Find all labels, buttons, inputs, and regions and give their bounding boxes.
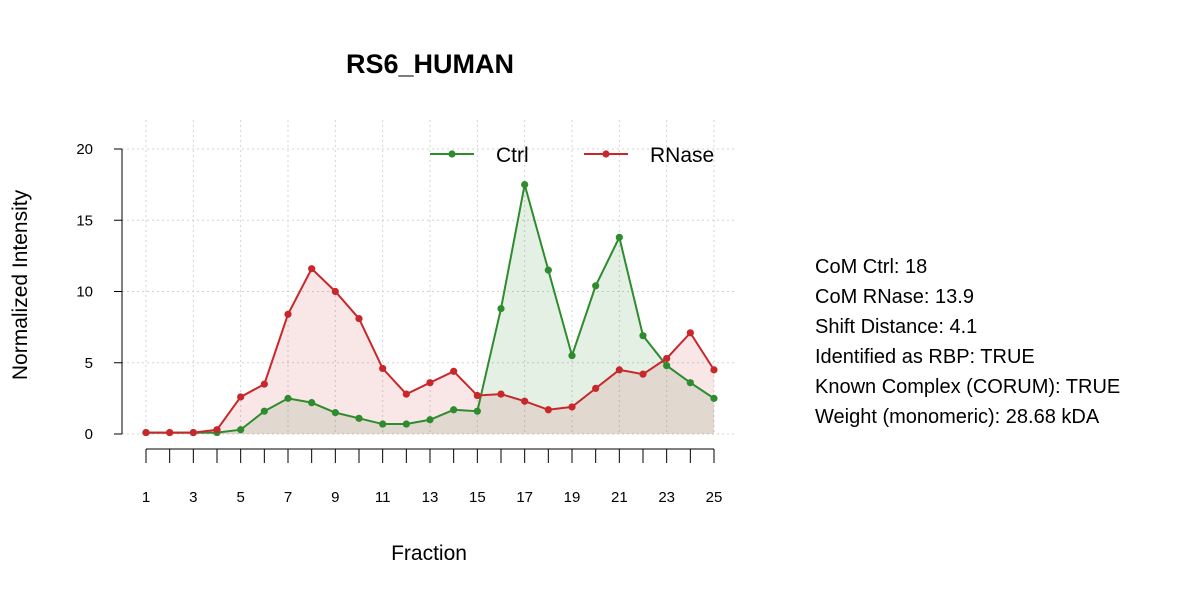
data-point-rnase (615, 366, 623, 374)
data-point-ctrl (308, 399, 316, 407)
data-point-ctrl (568, 352, 576, 360)
data-point-ctrl (260, 407, 268, 415)
y-tick-label: 5 (85, 355, 93, 372)
y-tick-label: 20 (76, 141, 93, 158)
x-tick-label: 1 (142, 489, 150, 506)
data-point-ctrl (402, 420, 410, 428)
data-point-rnase (260, 380, 268, 388)
legend-label-rnase: RNase (650, 144, 714, 167)
data-point-rnase (213, 426, 221, 434)
legend-marker-ctrl (448, 150, 456, 158)
data-point-rnase (710, 366, 718, 374)
series-fills (146, 184, 714, 434)
y-axis-title: Normalized Intensity (9, 189, 32, 380)
x-tick-label: 21 (611, 489, 628, 506)
x-tick-label: 19 (564, 489, 581, 506)
data-point-ctrl (686, 379, 694, 387)
series-area-ctrl (146, 184, 714, 434)
data-point-ctrl (544, 266, 552, 274)
data-point-rnase (426, 379, 434, 387)
data-point-ctrl (473, 407, 481, 415)
x-tick-label: 17 (516, 489, 533, 506)
data-point-ctrl (237, 426, 245, 434)
data-point-ctrl (450, 406, 458, 414)
data-point-rnase (166, 428, 174, 437)
x-tick-label: 7 (284, 489, 292, 506)
data-point-rnase (189, 428, 197, 437)
x-tick-label: 23 (658, 489, 675, 506)
data-point-rnase (639, 370, 647, 378)
series-lines (142, 181, 718, 437)
data-point-rnase (142, 428, 150, 437)
x-axis-title: Fraction (391, 542, 467, 565)
info-com-ctrl: CoM Ctrl: 18 (815, 256, 928, 278)
data-point-ctrl (331, 409, 339, 417)
data-point-rnase (402, 390, 410, 398)
data-point-ctrl (663, 362, 671, 370)
x-tick-label: 5 (236, 489, 244, 506)
data-point-rnase (663, 354, 671, 363)
data-point-rnase (686, 329, 694, 337)
data-point-rnase (568, 403, 576, 411)
data-point-ctrl (379, 420, 387, 428)
series-area-rnase (146, 268, 714, 434)
y-tick-label: 15 (76, 212, 93, 229)
data-point-ctrl (355, 414, 363, 422)
info-weight: Weight (monomeric): 28.68 kDA (815, 406, 1100, 428)
info-panel: CoM Ctrl: 18 CoM RNase: 13.9 Shift Dista… (815, 252, 1120, 432)
grid (122, 120, 736, 435)
legend: Ctrl RNase (430, 144, 714, 167)
chart-title: RS6_HUMAN (346, 49, 514, 79)
y-tick-label: 10 (76, 284, 93, 301)
data-point-rnase (473, 391, 481, 400)
data-point-ctrl (639, 332, 647, 340)
data-point-rnase (308, 265, 316, 273)
data-point-rnase (592, 384, 600, 392)
data-point-ctrl (284, 394, 292, 402)
x-tick-label: 13 (422, 489, 439, 506)
info-known-complex: Known Complex (CORUM): TRUE (815, 376, 1121, 398)
data-point-ctrl (615, 233, 623, 241)
data-point-rnase (379, 364, 387, 373)
legend-marker-rnase (602, 150, 610, 158)
data-point-ctrl (521, 181, 529, 189)
data-point-rnase (331, 287, 339, 296)
data-point-rnase (355, 314, 363, 323)
info-shift-distance: Shift Distance: 4.1 (815, 316, 978, 338)
info-com-rnase: CoM RNase: 13.9 (815, 286, 974, 308)
data-point-ctrl (426, 416, 434, 424)
data-point-ctrl (497, 305, 505, 313)
x-tick-label: 11 (375, 489, 391, 506)
x-tick-label: 15 (469, 489, 486, 506)
info-rbp: Identified as RBP: TRUE (815, 346, 1035, 368)
data-point-rnase (237, 393, 245, 401)
data-point-ctrl (592, 282, 600, 290)
data-point-rnase (497, 390, 505, 398)
x-tick-label: 25 (706, 489, 723, 506)
data-point-rnase (544, 406, 552, 414)
y-tick-label: 0 (85, 426, 93, 443)
legend-label-ctrl: Ctrl (496, 144, 529, 167)
x-tick-label: 3 (189, 489, 197, 506)
data-point-ctrl (710, 394, 718, 402)
x-tick-label: 9 (331, 489, 339, 506)
data-point-rnase (450, 367, 458, 375)
data-point-rnase (284, 310, 292, 318)
data-point-rnase (521, 397, 529, 405)
